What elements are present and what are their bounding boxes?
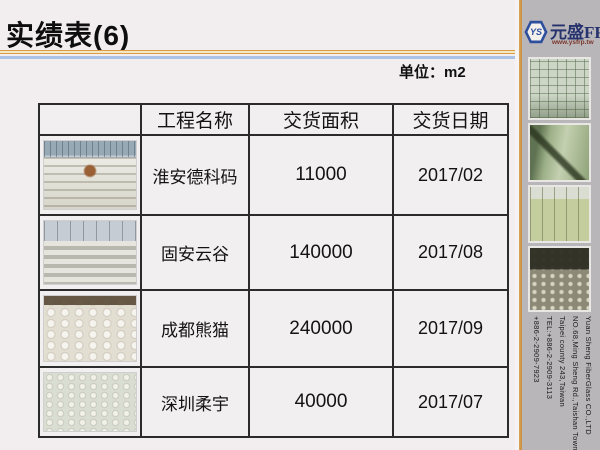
project-photo-cell	[38, 366, 142, 438]
frp-tank-closeup-photo	[528, 123, 591, 182]
delivery-date: 2017/08	[392, 214, 509, 291]
project-photo-cell	[38, 214, 142, 291]
table-header-row: 工程名称 交货面积 交货日期	[38, 103, 509, 136]
sidebar-gold-edge	[519, 0, 522, 450]
company-tel2: +886-2-2909-7923	[532, 316, 541, 383]
rooftop-frp-panels-construction-photo	[43, 140, 137, 210]
table-row: 淮安德科码 11000 2017/02	[38, 134, 509, 216]
white-cylinder-grid-photo	[43, 372, 137, 432]
header-project-name: 工程名称	[140, 103, 250, 136]
project-name: 淮安德科码	[140, 134, 250, 216]
warehouse-interior-photo	[528, 246, 591, 312]
company-logo: YS 元盛FRP www.ysfrp.tw	[524, 14, 600, 54]
table-row: 成都熊猫 240000 2017/09	[38, 289, 509, 368]
header-photo	[38, 103, 142, 136]
ceiling-grid-structure-photo	[528, 57, 591, 120]
company-address-line2: Taipei county 243,Taiwan	[558, 316, 567, 408]
delivery-date: 2017/09	[392, 289, 509, 368]
sidebar-white-edge	[515, 0, 519, 450]
delivery-date: 2017/02	[392, 134, 509, 216]
project-photo-cell	[38, 134, 142, 216]
title-gold-rule	[0, 50, 519, 54]
delivery-date: 2017/07	[392, 366, 509, 438]
unit-label: 单位：m2	[399, 64, 466, 81]
company-contact-block: Yuan Sheng FiberGlass CO.,LTD NO.68,Ming…	[529, 316, 595, 450]
company-name: Yuan Sheng FiberGlass CO.,LTD	[584, 316, 593, 436]
company-address-line1: NO.68,Ming Sheng Rd.,Taishan Township,	[571, 316, 580, 450]
project-name: 固安云谷	[140, 214, 250, 291]
header-delivery-area: 交货面积	[248, 103, 394, 136]
header-delivery-date: 交货日期	[392, 103, 509, 136]
page-title: 实绩表(6)	[6, 20, 131, 51]
project-photo-cell	[38, 289, 142, 368]
project-name: 深圳柔宇	[140, 366, 250, 438]
performance-table: 工程名称 交货面积 交货日期 淮安德科码 11000 2017/02 固安云谷 …	[38, 103, 509, 438]
delivery-area: 140000	[248, 214, 394, 291]
company-tel1: TEL:+886-2-2909-3113	[545, 316, 554, 400]
table-row: 深圳柔宇 40000 2017/07	[38, 366, 509, 438]
delivery-area: 11000	[248, 134, 394, 216]
brand-name: 元盛FRP	[550, 23, 600, 42]
company-sidebar: YS 元盛FRP www.ysfrp.tw Yuan Sheng FiberGl…	[515, 0, 600, 450]
delivery-area: 240000	[248, 289, 394, 368]
title-blue-rule	[0, 56, 519, 59]
website-url: www.ysfrp.tw	[552, 39, 594, 46]
project-name: 成都熊猫	[140, 289, 250, 368]
tank-field-with-cranes-photo	[43, 220, 137, 285]
delivery-area: 40000	[248, 366, 394, 438]
ys-hexagon-icon: YS	[524, 20, 548, 44]
white-cylinder-rows-photo	[43, 295, 137, 362]
frp-tank-group-photo	[528, 185, 591, 243]
table-row: 固安云谷 140000 2017/08	[38, 214, 509, 291]
